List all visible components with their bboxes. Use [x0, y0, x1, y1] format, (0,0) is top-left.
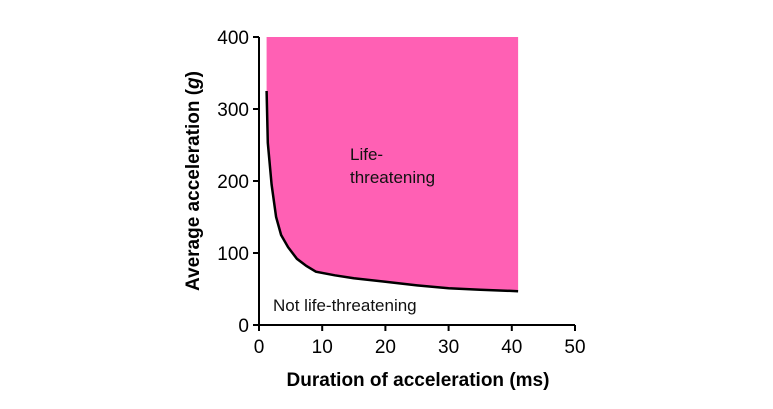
annotation-threatening: threatening — [350, 168, 435, 187]
x-tick-label: 20 — [375, 337, 396, 358]
y-tick-label: 200 — [217, 172, 249, 193]
x-tick-label: 50 — [564, 337, 585, 358]
y-tick-label: 100 — [217, 244, 249, 265]
x-axis-label: Duration of acceleration (ms) — [287, 370, 550, 391]
x-tick-label: 30 — [438, 337, 459, 358]
life-threatening-region — [266, 37, 519, 292]
y-tick-label: 400 — [217, 28, 249, 49]
x-tick-label: 40 — [501, 337, 522, 358]
y-tick-label: 300 — [217, 100, 249, 121]
threshold-curve — [265, 90, 519, 293]
annotation-not-life-threatening: Not life-threatening — [273, 296, 417, 315]
x-tick-label: 0 — [254, 337, 265, 358]
y-axis-label: Average acceleration (g) — [183, 71, 204, 291]
x-tick-label: 10 — [312, 337, 333, 358]
annotation-life: Life- — [350, 145, 383, 164]
y-tick-label: 0 — [238, 316, 249, 337]
